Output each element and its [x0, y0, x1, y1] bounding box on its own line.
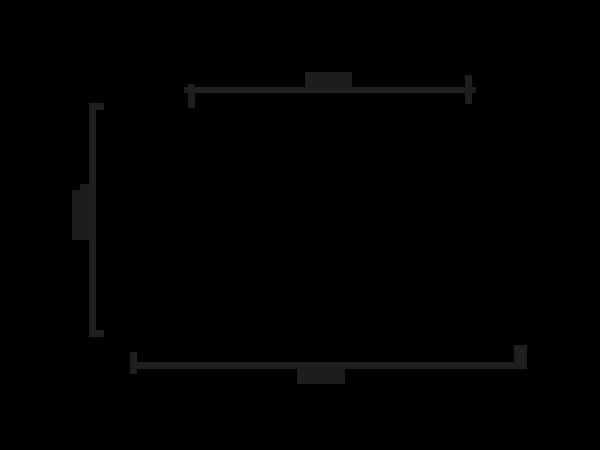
left-dimension-line — [89, 103, 96, 337]
bottom-dimension-end-tick — [514, 345, 527, 369]
left-dimension-end-tick — [89, 330, 104, 337]
left-dimension-label-notch — [80, 184, 90, 192]
bottom-dimension-start-tick — [130, 352, 137, 374]
left-dimension-label — [72, 190, 90, 240]
bottom-dimension-label — [297, 369, 345, 384]
left-dimension-start-tick — [89, 103, 104, 110]
top-dimension-line — [184, 87, 476, 93]
top-dimension-start-tick — [188, 84, 195, 108]
top-dimension-end-tick — [465, 75, 472, 104]
bottom-dimension-line — [130, 362, 527, 369]
top-dimension-label — [305, 72, 352, 88]
